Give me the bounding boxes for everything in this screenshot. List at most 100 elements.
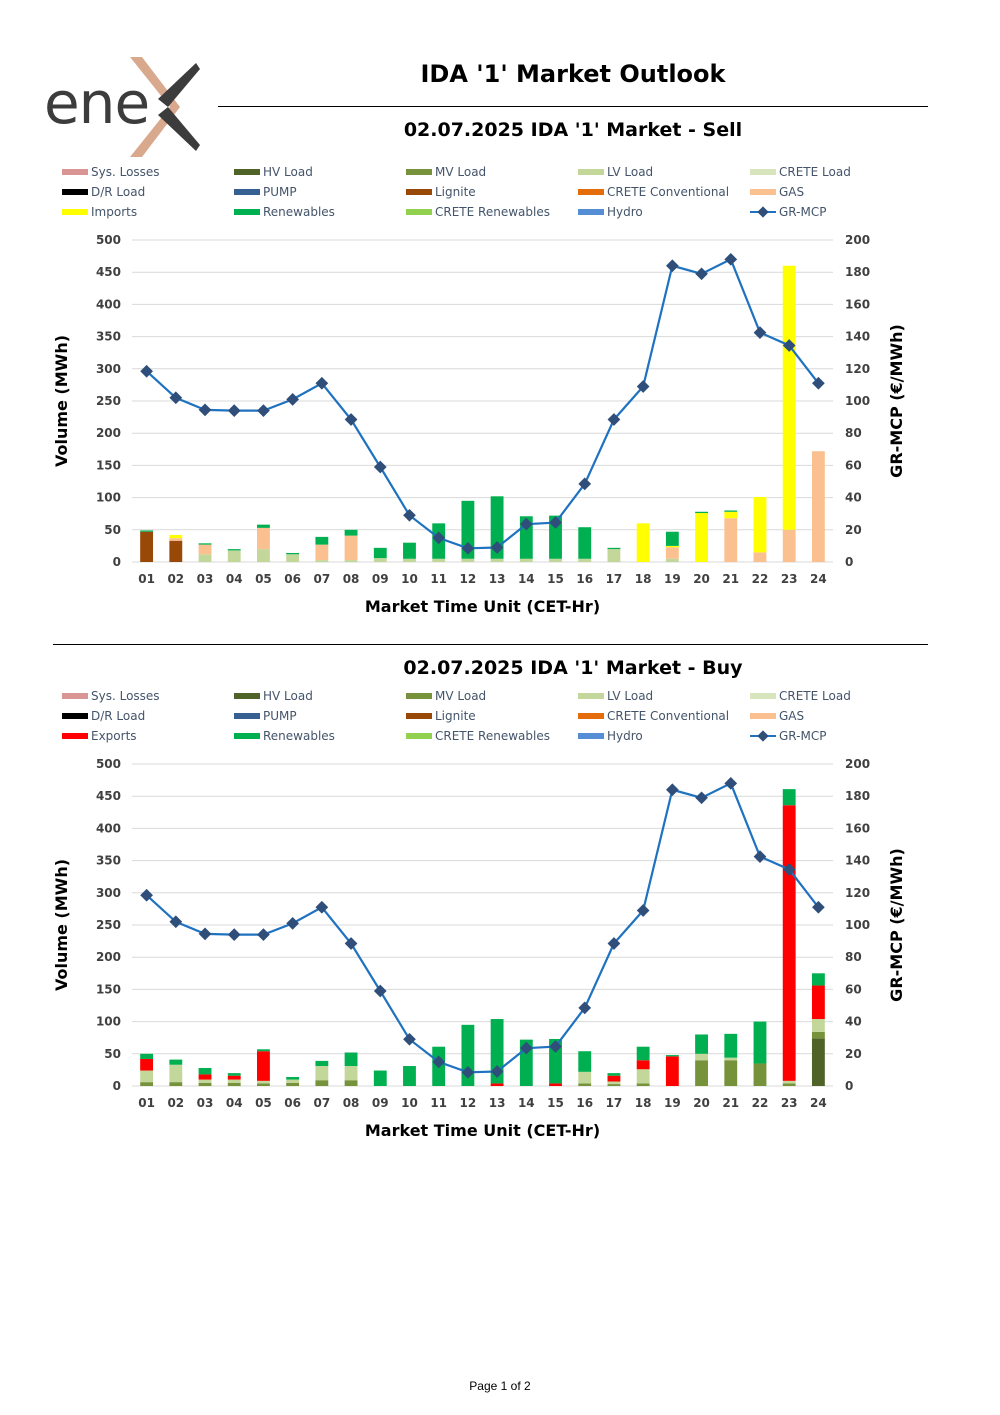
bar-imports-19 <box>665 545 679 548</box>
page-footer: Page 1 of 2 <box>469 1379 531 1393</box>
bar-mv-load-24 <box>811 1031 825 1039</box>
x-tick-label: 23 <box>781 572 798 586</box>
gr-mcp-point-01 <box>140 888 153 902</box>
y2-tick-label: 60 <box>845 982 862 996</box>
gr-mcp-point-02 <box>169 915 183 929</box>
legend-swatch-d-r-load <box>62 713 88 719</box>
y-tick-label: 450 <box>96 789 121 803</box>
bar-imports-23 <box>782 265 796 530</box>
bar-gas-21 <box>724 518 738 562</box>
y-tick-label: 250 <box>96 394 121 408</box>
y-axis-title: Volume (MWh) <box>52 859 71 991</box>
gr-mcp-point-15 <box>549 1040 562 1053</box>
x-tick-label: 15 <box>547 1096 564 1110</box>
x-tick-label: 21 <box>722 1096 739 1110</box>
x-tick-label: 13 <box>489 572 506 586</box>
x-tick-label: 08 <box>343 1096 360 1110</box>
gr-mcp-point-05 <box>257 928 270 942</box>
legend-label-sys-losses: Sys. Losses <box>91 689 160 703</box>
bar-exports-19 <box>665 1056 679 1086</box>
bar-exports-17 <box>607 1075 621 1082</box>
y2-tick-label: 0 <box>845 1079 853 1093</box>
legend-swatch-gas <box>750 713 776 719</box>
gr-mcp-point-20 <box>695 267 708 281</box>
enex-logo: ene <box>40 55 210 160</box>
bar-renewables-20 <box>695 1034 708 1054</box>
x-tick-label: 01 <box>138 572 155 586</box>
legend-swatch-crete-conventional <box>578 713 604 719</box>
y2-tick-label: 120 <box>845 362 870 376</box>
x-tick-label: 12 <box>460 1096 477 1110</box>
bar-mv-load-23 <box>782 1083 796 1086</box>
legend-label-lv-load: LV Load <box>607 165 653 179</box>
legend-swatch-lignite <box>406 189 432 195</box>
gr-mcp-line <box>145 781 820 1074</box>
bar-lv-load-10 <box>403 558 416 562</box>
legend-swatch-crete-load <box>750 169 776 175</box>
legend-swatch-renewables <box>234 733 260 739</box>
bar-renewables-09 <box>373 1070 387 1086</box>
bar-renewables-03 <box>198 1067 212 1075</box>
y2-tick-label: 20 <box>845 1047 862 1061</box>
y2-tick-label: 0 <box>845 555 853 569</box>
y-tick-label: 0 <box>113 1079 121 1093</box>
bar-renewables-07 <box>315 1060 329 1067</box>
legend-swatch-crete-load <box>750 693 776 699</box>
bar-mv-load-01 <box>140 1082 154 1086</box>
legend-swatch-mv-load <box>406 693 432 699</box>
x-tick-label: 14 <box>518 572 535 586</box>
bar-mv-load-21 <box>724 1060 738 1086</box>
legend-marker-gr-mcp <box>757 730 769 742</box>
bar-lv-load-03 <box>198 1079 212 1083</box>
bar-mv-load-16 <box>578 1083 592 1086</box>
bar-lv-load-18 <box>636 1069 650 1084</box>
legend-label-renewables: Renewables <box>263 205 335 219</box>
x-tick-label: 02 <box>167 572 184 586</box>
gr-mcp-point-01 <box>140 364 153 378</box>
bar-gas-07 <box>315 544 329 561</box>
x-tick-label: 22 <box>752 572 769 586</box>
bar-gas-08 <box>344 535 358 561</box>
legend-label-lv-load: LV Load <box>607 689 653 703</box>
y-tick-label: 100 <box>96 1015 121 1029</box>
x-tick-label: 06 <box>284 1096 301 1110</box>
y2-tick-label: 120 <box>845 886 870 900</box>
gr-mcp-point-04 <box>227 928 241 942</box>
gr-mcp-point-04 <box>227 404 241 418</box>
bar-lv-load-15 <box>549 558 562 562</box>
bar-mv-load-07 <box>315 1080 329 1086</box>
bar-lv-load-24 <box>811 1019 825 1032</box>
x-tick-label: 02 <box>167 1096 184 1110</box>
legend-label-hv-load: HV Load <box>263 689 313 703</box>
legend-label-exports: Exports <box>91 729 137 743</box>
y2-tick-label: 20 <box>845 523 862 537</box>
bar-renewables-06 <box>286 552 300 555</box>
legend-swatch-gas <box>750 189 776 195</box>
bar-renewables-13 <box>490 1019 504 1084</box>
legend-label-gr-mcp: GR-MCP <box>779 205 826 219</box>
gr-mcp-point-07 <box>315 376 329 390</box>
x-tick-label: 15 <box>547 572 564 586</box>
buy-chart: Sys. Losses HV Load MV Load LV Load CRETE Lo… <box>52 689 906 1140</box>
legend-label-crete-load: CRETE Load <box>779 165 851 179</box>
bar-mv-load-08 <box>344 1080 358 1086</box>
y-tick-label: 250 <box>96 918 121 932</box>
y-tick-label: 150 <box>96 982 121 996</box>
bar-lv-load-09 <box>373 558 387 562</box>
x-tick-label: 19 <box>664 1096 681 1110</box>
y-tick-label: 300 <box>96 886 121 900</box>
legend-swatch-mv-load <box>406 169 432 175</box>
bar-lv-load-23 <box>782 1080 796 1084</box>
bar-exports-01 <box>140 1058 154 1071</box>
bar-renewables-21 <box>724 510 738 512</box>
bar-lv-load-04 <box>227 1079 241 1083</box>
x-tick-label: 11 <box>430 572 447 586</box>
y-tick-label: 300 <box>96 362 121 376</box>
gr-mcp-point-09 <box>373 984 387 998</box>
gr-mcp-point-05 <box>257 404 270 418</box>
bar-lv-load-21 <box>724 1057 738 1061</box>
legend-swatch-lignite <box>406 713 432 719</box>
x-tick-label: 07 <box>314 1096 331 1110</box>
legend-swatch-d-r-load <box>62 189 88 195</box>
gr-mcp-point-06 <box>286 917 300 930</box>
